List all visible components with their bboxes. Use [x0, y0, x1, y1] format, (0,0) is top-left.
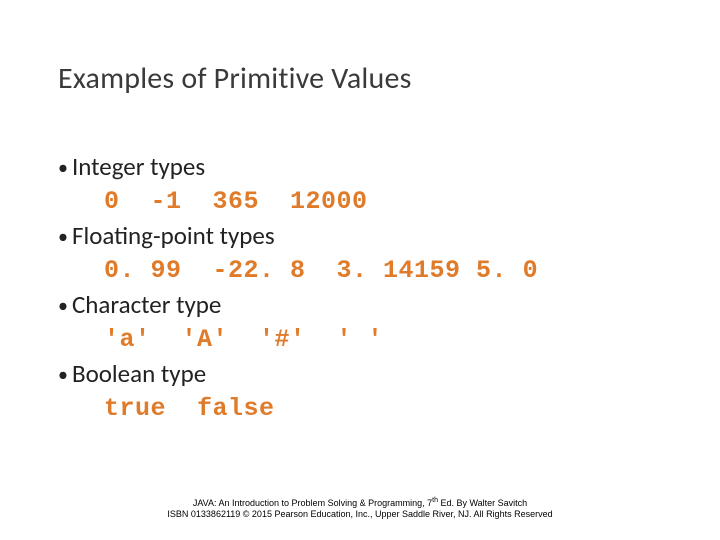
footer-line-1-post: Ed. By Walter Savitch [438, 498, 527, 508]
bullet-label: Character type [72, 289, 221, 320]
bullet-bool: •Boolean type [58, 357, 680, 392]
slide-body: •Integer types 0 -1 365 12000 •Floating-… [58, 150, 680, 426]
footer-line-1: JAVA: An Introduction to Problem Solving… [0, 497, 720, 509]
bullet-dot-icon: • [58, 363, 68, 387]
bullet-dot-icon: • [58, 294, 68, 318]
bullet-char: •Character type [58, 288, 680, 323]
bullet-label: Boolean type [72, 358, 206, 389]
code-bool: true false [58, 392, 680, 427]
bullet-dot-icon: • [58, 225, 68, 249]
slide-title: Examples of Primitive Values [58, 60, 412, 97]
footer-line-2: ISBN 0133862119 © 2015 Pearson Education… [0, 509, 720, 520]
code-integer: 0 -1 365 12000 [58, 185, 680, 220]
code-float: 0. 99 -22. 8 3. 14159 5. 0 [58, 254, 680, 289]
bullet-label: Integer types [72, 151, 205, 182]
slide: Examples of Primitive Values •Integer ty… [0, 0, 720, 540]
bullet-float: •Floating-point types [58, 219, 680, 254]
bullet-integer: •Integer types [58, 150, 680, 185]
footer-line-1-pre: JAVA: An Introduction to Problem Solving… [193, 498, 432, 508]
bullet-dot-icon: • [58, 156, 68, 180]
slide-footer: JAVA: An Introduction to Problem Solving… [0, 497, 720, 521]
code-char: 'a' 'A' '#' ' ' [58, 323, 680, 358]
bullet-label: Floating-point types [72, 220, 275, 251]
